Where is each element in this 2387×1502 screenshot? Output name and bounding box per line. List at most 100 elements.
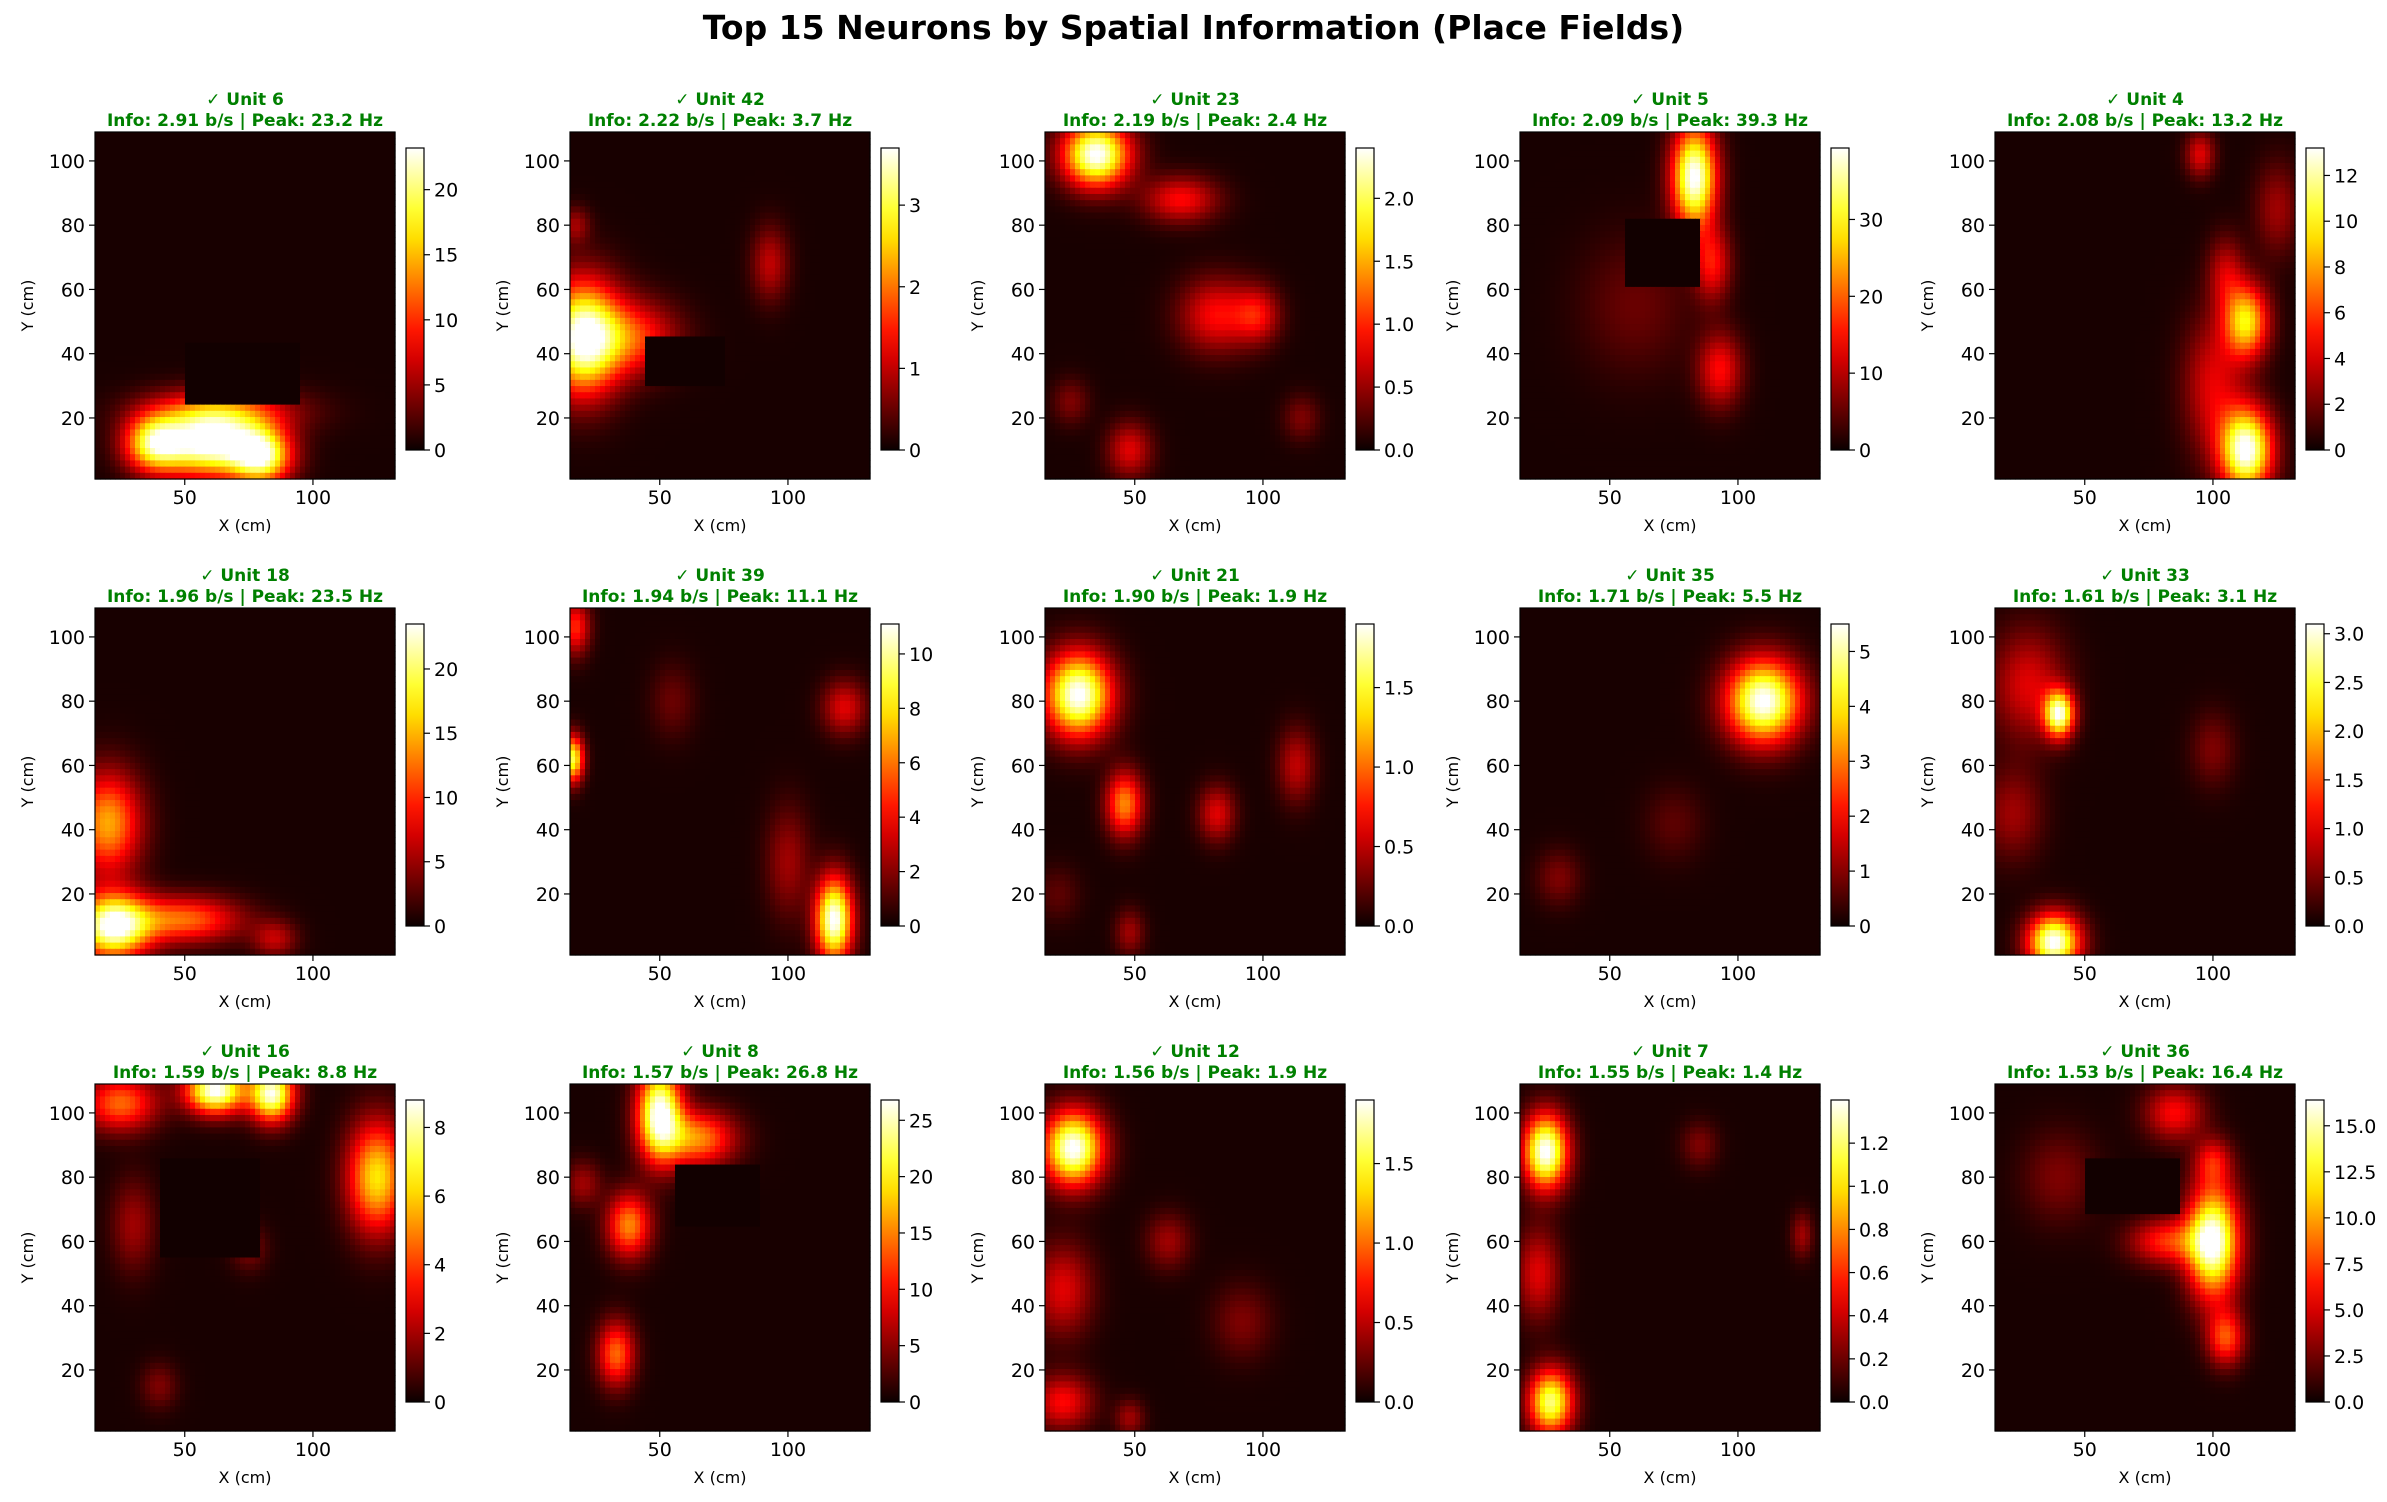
heatmap-cell: [380, 219, 386, 226]
heatmap-cell: [285, 157, 291, 164]
heatmap-cell: [275, 213, 281, 220]
heatmap-cell: [125, 262, 131, 269]
heatmap-cell: [360, 151, 366, 158]
heatmap-cell: [245, 157, 251, 164]
heatmap-cell: [340, 188, 346, 195]
heatmap-cell: [250, 151, 256, 158]
heatmap-cell: [230, 182, 236, 189]
heatmap-cell: [150, 157, 156, 164]
heatmap-cell: [230, 262, 236, 269]
heatmap-cell: [295, 250, 301, 257]
heatmap-cell: [350, 237, 356, 244]
heatmap-cell: [95, 175, 101, 182]
heatmap-cell: [345, 256, 351, 263]
heatmap-cell: [335, 175, 341, 182]
heatmap-cell: [145, 182, 151, 189]
heatmap-cell: [210, 175, 216, 182]
heatmap-cell: [230, 157, 236, 164]
heatmap-cell: [155, 169, 161, 176]
heatmap-cell: [360, 194, 366, 201]
heatmap-cell: [215, 188, 221, 195]
heatmap-cell: [375, 256, 381, 263]
heatmap-cell: [205, 275, 211, 282]
heatmap-cell: [95, 231, 101, 238]
heatmap-cell: [355, 194, 361, 201]
heatmap-cell: [340, 144, 346, 151]
heatmap-cell: [170, 262, 176, 269]
heatmap-cell: [135, 200, 141, 207]
heatmap-cell: [250, 144, 256, 151]
heatmap-cell: [255, 194, 261, 201]
heatmap-cell: [135, 256, 141, 263]
heatmap-cell: [150, 151, 156, 158]
heatmap-cell: [350, 194, 356, 201]
heatmap-cell: [175, 151, 181, 158]
heatmap-cell: [290, 194, 296, 201]
heatmap-cell: [360, 188, 366, 195]
heatmap-cell: [95, 182, 101, 189]
heatmap-cell: [120, 132, 126, 139]
heatmap-cell: [95, 244, 101, 251]
heatmap-cell: [290, 256, 296, 263]
heatmap-cell: [105, 237, 111, 244]
heatmap-cell: [240, 244, 246, 251]
heatmap-cell: [195, 256, 201, 263]
heatmap-cell: [375, 250, 381, 257]
heatmap-cell: [245, 275, 251, 282]
heatmap-cell: [260, 200, 266, 207]
heatmap-cell: [310, 194, 316, 201]
heatmap-cell: [130, 138, 136, 145]
heatmap-cell: [135, 231, 141, 238]
heatmap-cell: [365, 250, 371, 257]
heatmap-cell: [220, 151, 226, 158]
heatmap-cell: [215, 250, 221, 257]
heatmap-cell: [140, 144, 146, 151]
heatmap-cell: [140, 256, 146, 263]
heatmap-cell: [260, 175, 266, 182]
heatmap-cell: [330, 268, 336, 275]
heatmap-cell: [295, 237, 301, 244]
heatmap-cell: [380, 138, 386, 145]
heatmap-cell: [170, 194, 176, 201]
heatmap-cell: [330, 275, 336, 282]
heatmap-cell: [345, 138, 351, 145]
heatmap-cell: [100, 225, 106, 232]
heatmap-cell: [305, 182, 311, 189]
heatmap-cell: [235, 219, 241, 226]
heatmap-cell: [120, 175, 126, 182]
heatmap-cell: [270, 262, 276, 269]
heatmap-cell: [165, 188, 171, 195]
heatmap-cell: [250, 250, 256, 257]
heatmap-cell: [205, 151, 211, 158]
heatmap-cell: [240, 200, 246, 207]
heatmap-cell: [225, 213, 231, 220]
heatmap-cell: [235, 275, 241, 282]
heatmap-cell: [300, 256, 306, 263]
heatmap-cell: [185, 256, 191, 263]
heatmap-cell: [155, 144, 161, 151]
heatmap-cell: [150, 194, 156, 201]
heatmap-cell: [230, 237, 236, 244]
heatmap-cell: [335, 144, 341, 151]
heatmap-cell: [185, 157, 191, 164]
heatmap-cell: [260, 213, 266, 220]
heatmap-cell: [195, 188, 201, 195]
heatmap-cell: [290, 175, 296, 182]
heatmap-cell: [160, 213, 166, 220]
heatmap-cell: [220, 132, 226, 139]
heatmap-cell: [315, 206, 321, 213]
heatmap-cell: [140, 132, 146, 139]
heatmap-cell: [140, 244, 146, 251]
heatmap-cell: [365, 213, 371, 220]
heatmap-cell: [185, 231, 191, 238]
heatmap-cell: [295, 206, 301, 213]
heatmap-cell: [260, 237, 266, 244]
heatmap-cell: [265, 144, 271, 151]
heatmap-cell: [185, 206, 191, 213]
heatmap-cell: [335, 194, 341, 201]
heatmap-cell: [345, 132, 351, 139]
heatmap-cell: [340, 157, 346, 164]
heatmap-cell: [100, 237, 106, 244]
heatmap-cell: [350, 157, 356, 164]
heatmap-cell: [255, 132, 261, 139]
